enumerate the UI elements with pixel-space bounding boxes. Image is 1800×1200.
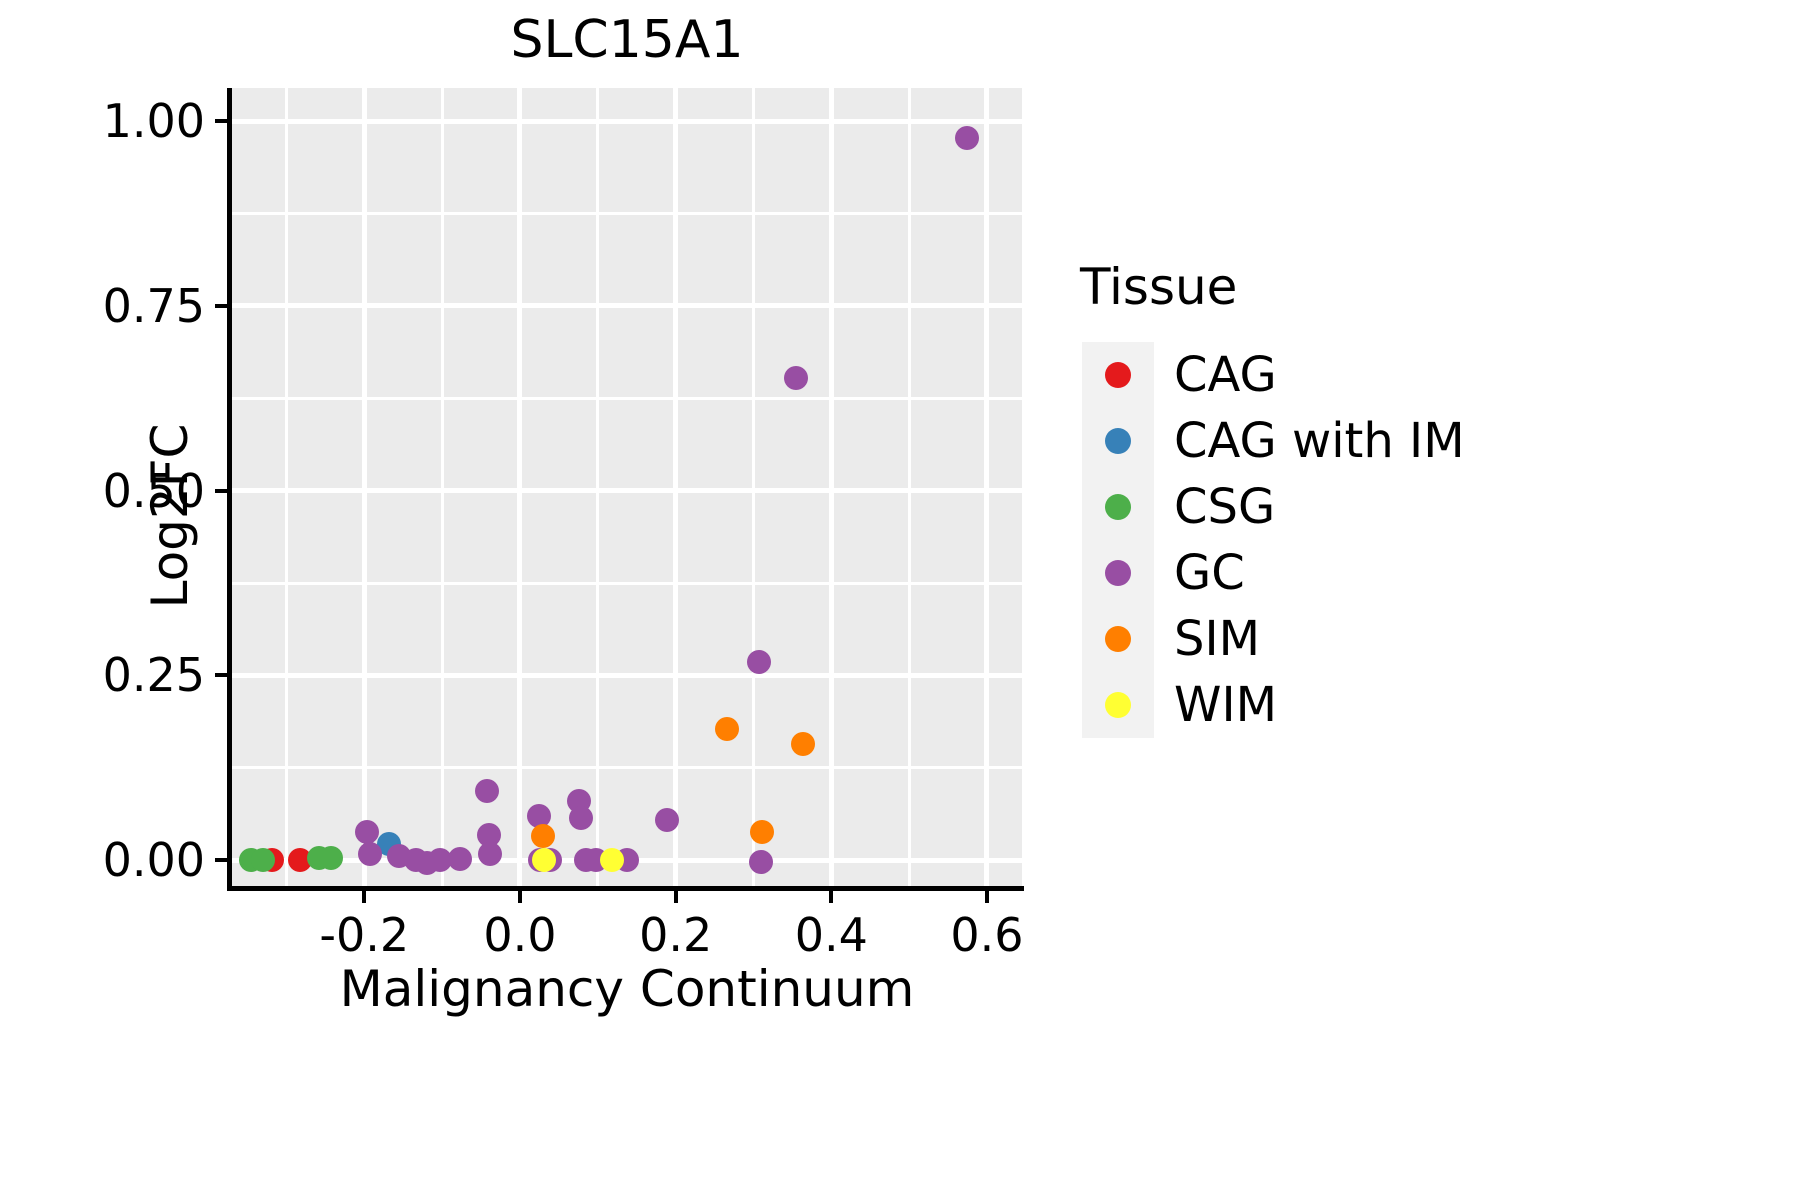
legend-item-label: CSG (1174, 479, 1276, 535)
x-tick (984, 891, 989, 903)
legend-item-label: CAG (1174, 347, 1277, 403)
data-point (251, 848, 276, 873)
legend-title: Tissue (1080, 258, 1238, 316)
legend-swatch-icon (1105, 626, 1131, 652)
gridline-horizontal-major (232, 118, 1022, 124)
data-point (527, 803, 552, 828)
gridline-vertical-major (361, 88, 367, 886)
data-point (357, 842, 382, 867)
data-point (954, 125, 979, 150)
gridline-vertical-major (673, 88, 679, 886)
data-point (746, 650, 771, 675)
data-point (569, 806, 594, 831)
gridline-horizontal-minor (232, 212, 1022, 216)
gridline-vertical-major (984, 88, 990, 886)
gridline-horizontal-major (232, 672, 1022, 678)
gridline-vertical-minor (907, 88, 911, 886)
y-tick-label: 0.75 (102, 278, 205, 333)
data-point (475, 779, 500, 804)
y-tick (215, 488, 227, 493)
legend-item-cag[interactable]: CAG (1082, 342, 1277, 408)
y-tick (215, 303, 227, 308)
x-tick (829, 891, 834, 903)
gridline-horizontal-major (232, 488, 1022, 494)
x-tick-label: -0.2 (319, 908, 410, 962)
gridline-vertical-minor (440, 88, 444, 886)
x-tick (517, 891, 522, 903)
gridline-vertical-major (517, 88, 523, 886)
data-point (750, 820, 775, 845)
gridline-horizontal-minor (232, 396, 1022, 400)
gridline-horizontal-minor (232, 581, 1022, 585)
legend-item-sim[interactable]: SIM (1082, 606, 1260, 672)
y-tick-label: 0.25 (102, 648, 205, 703)
legend-swatch-icon (1105, 560, 1131, 586)
gridline-vertical-minor (751, 88, 755, 886)
legend-swatch-icon (1105, 362, 1131, 388)
data-point (784, 366, 809, 391)
legend-swatch-icon (1105, 428, 1131, 454)
legend-item-wim[interactable]: WIM (1082, 672, 1277, 738)
data-point (655, 808, 680, 833)
gridline-vertical-minor (284, 88, 288, 886)
page-title: SLC15A1 (510, 10, 744, 70)
x-tick-label: 0.2 (639, 908, 713, 962)
data-point (749, 850, 774, 875)
legend-item-label: SIM (1174, 611, 1261, 667)
y-tick (215, 673, 227, 678)
y-tick-label: 1.00 (102, 94, 205, 149)
data-point (715, 716, 739, 741)
legend-item-label: WIM (1174, 677, 1278, 733)
y-axis-title: Log2FC (141, 423, 199, 609)
y-tick (215, 119, 227, 124)
data-point (427, 848, 452, 873)
legend-item-csg[interactable]: CSG (1082, 474, 1275, 540)
legend-keys: CAG CAG with IM CSG GC SIM WIM (1082, 342, 1465, 738)
data-point (531, 824, 556, 849)
x-tick-label: 0.6 (950, 908, 1024, 962)
gridline-vertical-major (828, 88, 834, 886)
data-point (355, 820, 380, 845)
x-tick-label: 0.4 (794, 908, 868, 962)
y-tick-label: 0.00 (102, 833, 205, 888)
y-tick (215, 858, 227, 863)
legend-swatch-icon (1105, 494, 1131, 520)
data-point (448, 846, 473, 871)
data-point (791, 732, 816, 757)
gridline-vertical-minor (596, 88, 600, 886)
data-point (532, 848, 557, 873)
gridline-horizontal-minor (232, 766, 1022, 770)
x-axis-line (230, 886, 1024, 891)
x-tick (673, 891, 678, 903)
legend-swatch-icon (1105, 692, 1131, 718)
legend-item-gc[interactable]: GC (1082, 540, 1245, 606)
gridline-horizontal-major (232, 303, 1022, 309)
y-tick-label: 0.50 (102, 463, 205, 518)
legend-item-label: GC (1174, 545, 1245, 601)
data-point (318, 845, 343, 870)
legend-item-cag-with-im[interactable]: CAG with IM (1082, 408, 1465, 474)
legend-item-label: CAG with IM (1174, 413, 1465, 469)
x-tick (362, 891, 367, 903)
x-axis-title: Malignancy Continuum (339, 960, 915, 1018)
x-tick-label: 0.0 (483, 908, 557, 962)
data-point (478, 842, 503, 867)
y-axis-line (227, 88, 232, 891)
plot-panel (232, 88, 1022, 886)
data-point (599, 848, 624, 873)
